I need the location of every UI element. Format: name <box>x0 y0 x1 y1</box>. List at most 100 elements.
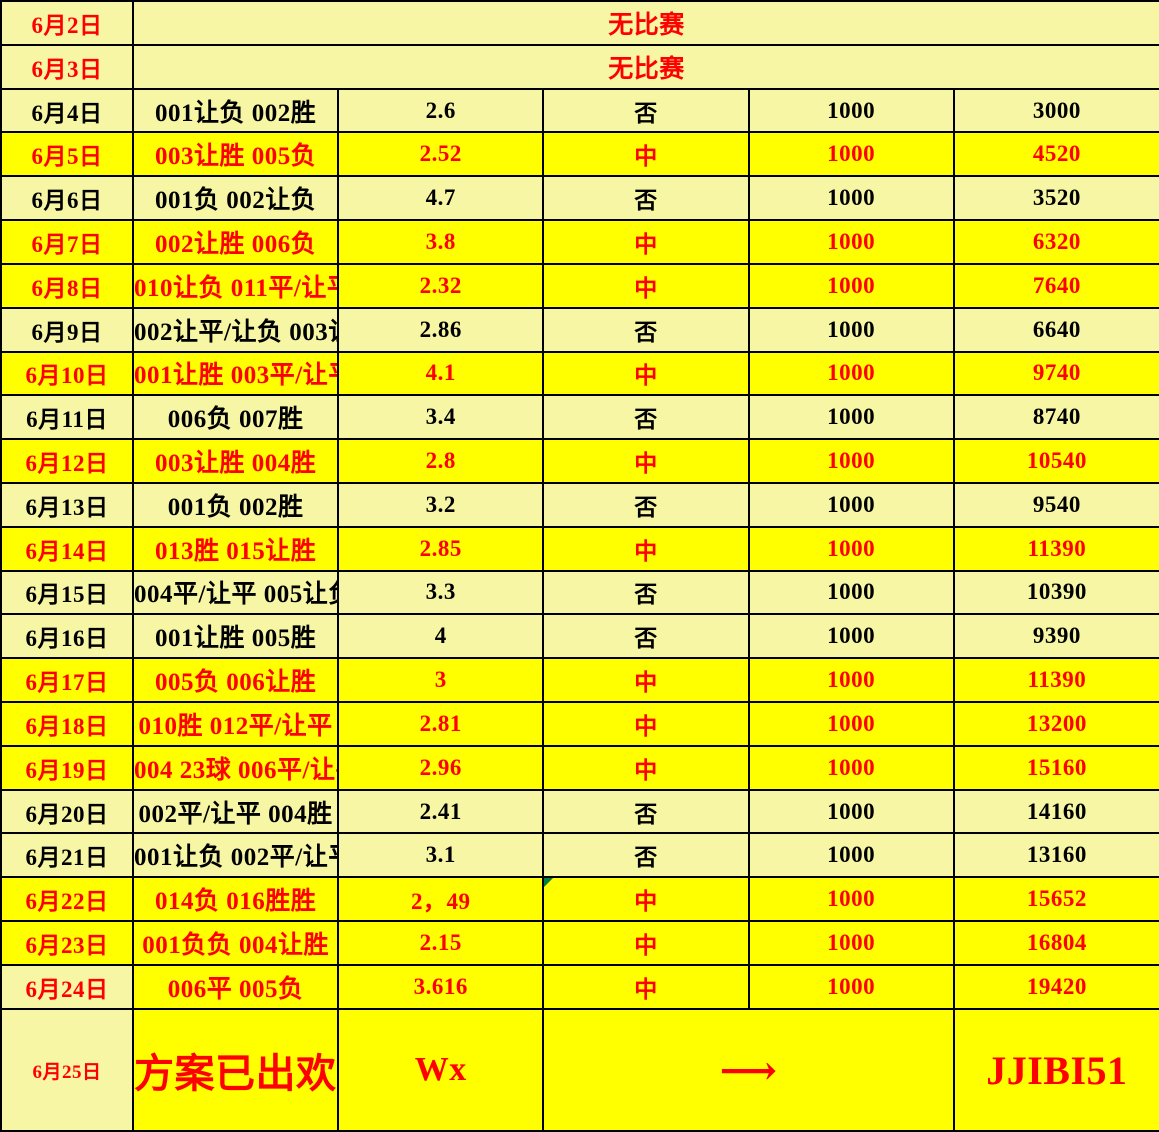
cell-pick: 002让胜 006负 <box>131 219 340 265</box>
cell-pick: 001让负 002平/让平 <box>131 832 340 879</box>
cell-profit: 7640 <box>952 262 1159 309</box>
cell-odds: 2.52 <box>337 131 545 178</box>
cell-odds: 3.616 <box>337 963 545 1011</box>
cell-pick: 013胜 015让胜 <box>131 525 340 572</box>
table-row: 6月11日 006负 007胜 3.4 否 1000 8740 <box>0 394 1159 441</box>
cell-pick: 005负 006让胜 <box>131 657 340 703</box>
table-row: 6月15日 004平/让平 005让负 3.3 否 1000 10390 <box>0 569 1159 616</box>
cell-stake: 1000 <box>747 744 955 791</box>
cell-no-game: 无比赛 <box>132 0 1159 46</box>
cell-pick: 001让胜 005胜 <box>131 613 340 660</box>
cell-hit: 否 <box>542 87 750 134</box>
cell-profit: 9540 <box>952 481 1159 528</box>
cell-hit: 否 <box>542 306 750 353</box>
cell-date: 6月22日 <box>0 876 134 923</box>
cell-no-game: 无比赛 <box>132 43 1159 90</box>
cell-profit: 11390 <box>952 525 1159 572</box>
promo-wx-id[interactable]: JJIBI51 <box>952 1008 1159 1132</box>
cell-stake: 1000 <box>747 262 955 309</box>
table-row: 6月17日 005负 006让胜 3 中 1000 11390 <box>0 657 1159 703</box>
cell-date: 6月15日 <box>0 569 134 616</box>
cell-odds: 2.6 <box>337 87 545 134</box>
table-row: 6月10日 001让胜 003平/让平 4.1 中 1000 9740 <box>0 350 1159 397</box>
cell-odds: 3.3 <box>337 569 545 616</box>
cell-stake: 1000 <box>747 701 955 747</box>
promo-date: 6月25日 <box>0 1008 134 1132</box>
cell-pick: 004 23球 006平/让平 <box>131 744 340 791</box>
table-row: 6月22日 014负 016胜胜 2，49 中 1000 15652 <box>0 876 1159 923</box>
cell-profit: 6320 <box>952 219 1159 265</box>
table-row: 6月12日 003让胜 004胜 2.8 中 1000 10540 <box>0 438 1159 484</box>
cell-date: 6月18日 <box>0 701 134 747</box>
cell-profit: 14160 <box>952 788 1159 835</box>
table-row: 6月16日 001让胜 005胜 4 否 1000 9390 <box>0 613 1159 660</box>
cell-stake: 1000 <box>747 876 955 923</box>
cell-profit: 15652 <box>952 876 1159 923</box>
cell-date: 6月24日 <box>0 963 134 1011</box>
cell-profit: 9390 <box>952 613 1159 660</box>
cell-date: 6月17日 <box>0 657 134 703</box>
table-row: 6月4日 001让负 002胜 2.6 否 1000 3000 <box>0 87 1159 134</box>
cell-stake: 1000 <box>747 219 955 265</box>
cell-stake: 1000 <box>747 306 955 353</box>
cell-stake: 1000 <box>747 525 955 572</box>
cell-date: 6月11日 <box>0 394 134 441</box>
cell-pick: 003让胜 004胜 <box>131 438 340 484</box>
cell-date: 6月23日 <box>0 920 134 966</box>
cell-pick: 001负 002胜 <box>131 481 340 528</box>
cell-stake: 1000 <box>747 569 955 616</box>
cell-profit: 13160 <box>952 832 1159 879</box>
cell-hit: 中 <box>542 438 750 484</box>
cell-profit: 3000 <box>952 87 1159 134</box>
cell-odds: 2.41 <box>337 788 545 835</box>
cell-profit: 10540 <box>952 438 1159 484</box>
cell-hit: 否 <box>542 788 750 835</box>
cell-date: 6月13日 <box>0 481 134 528</box>
cell-hit: 中 <box>542 525 750 572</box>
cell-pick: 010让负 011平/让平 <box>131 262 340 309</box>
cell-profit: 4520 <box>952 131 1159 178</box>
cell-pick: 010胜 012平/让平 <box>131 701 340 747</box>
cell-odds: 4.7 <box>337 175 545 222</box>
cell-odds: 2.8 <box>337 438 545 484</box>
cell-hit: 否 <box>542 832 750 879</box>
cell-odds: 2.96 <box>337 744 545 791</box>
table-row: 6月24日 006平 005负 3.616 中 1000 19420 <box>0 963 1159 1011</box>
cell-odds: 3.1 <box>337 832 545 879</box>
cell-hit: 中 <box>542 744 750 791</box>
cell-stake: 1000 <box>747 657 955 703</box>
table-row: 6月21日 001让负 002平/让平 3.1 否 1000 13160 <box>0 832 1159 879</box>
cell-stake: 1000 <box>747 350 955 397</box>
cell-hit: 否 <box>542 481 750 528</box>
table-row: 6月20日 002平/让平 004胜 2.41 否 1000 14160 <box>0 788 1159 835</box>
cell-date: 6月10日 <box>0 350 134 397</box>
promo-arrow-icon: ⟶ <box>542 1008 955 1132</box>
cell-profit: 16804 <box>952 920 1159 966</box>
promo-wx-label: Wx <box>337 1008 545 1132</box>
cell-date: 6月4日 <box>0 87 134 134</box>
cell-hit: 否 <box>542 613 750 660</box>
cell-date: 6月9日 <box>0 306 134 353</box>
cell-odds: 2.85 <box>337 525 545 572</box>
cell-hit: 中 <box>542 262 750 309</box>
cell-pick: 003让胜 005负 <box>131 131 340 178</box>
cell-stake: 1000 <box>747 920 955 966</box>
cell-date: 6月5日 <box>0 131 134 178</box>
cell-pick: 001负 002让负 <box>131 175 340 222</box>
cell-profit: 8740 <box>952 394 1159 441</box>
cell-date: 6月2日 <box>0 0 134 46</box>
cell-profit: 11390 <box>952 657 1159 703</box>
table-row: 6月14日 013胜 015让胜 2.85 中 1000 11390 <box>0 525 1159 572</box>
table-row: 6月13日 001负 002胜 3.2 否 1000 9540 <box>0 481 1159 528</box>
cell-pick: 006平 005负 <box>131 963 340 1011</box>
cell-date: 6月21日 <box>0 832 134 879</box>
cell-pick: 006负 007胜 <box>131 394 340 441</box>
cell-stake: 1000 <box>747 438 955 484</box>
promo-message[interactable]: 方案已出欢迎查看→ <box>131 1008 340 1132</box>
table-row: 6月7日 002让胜 006负 3.8 中 1000 6320 <box>0 219 1159 265</box>
cell-odds: 4 <box>337 613 545 660</box>
